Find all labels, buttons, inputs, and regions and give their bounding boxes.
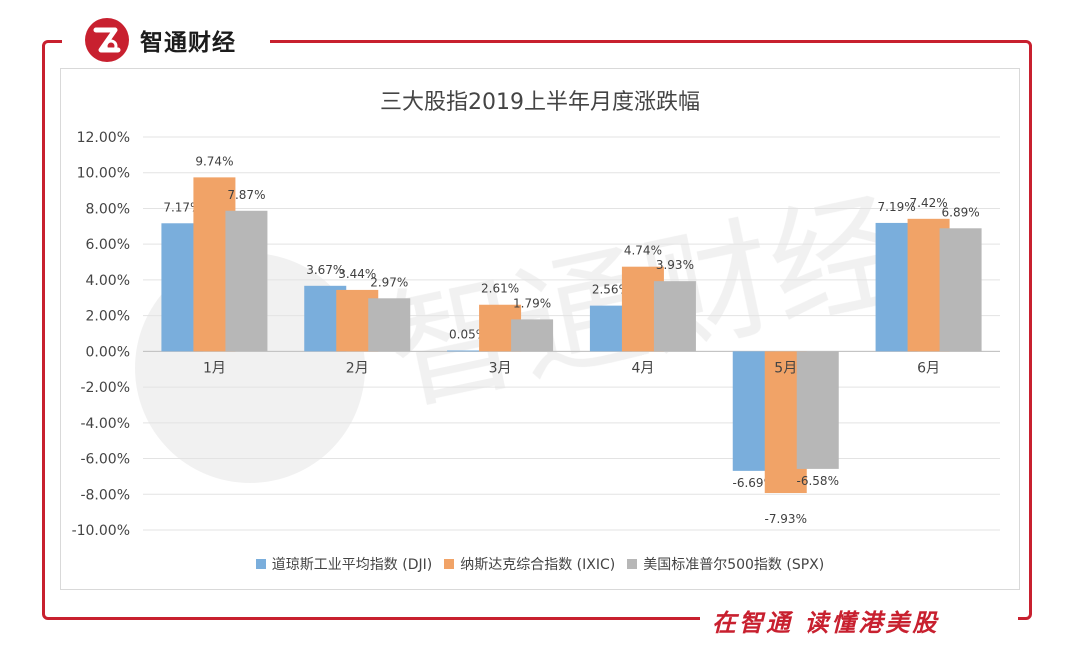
data-label: 6.89% [942, 205, 980, 219]
y-tick-label: -2.00% [80, 380, 130, 396]
page-frame [42, 40, 1032, 620]
x-category-label: 3月 [489, 360, 512, 376]
zhitong-logo-icon [85, 18, 129, 62]
y-tick-label: -6.00% [80, 452, 130, 468]
y-tick-label: -10.00% [72, 523, 130, 539]
bar-3 [511, 319, 554, 352]
bar-3 [368, 298, 411, 352]
x-category-label: 6月 [917, 360, 940, 376]
footer-slogan: 在智通 读懂港美股 [712, 609, 940, 637]
data-label: 7.17% [163, 200, 201, 214]
legend-item: 美国标准普尔500指数 (SPX) [627, 554, 824, 574]
legend-swatch [255, 559, 266, 569]
y-tick-label: 12.00% [77, 130, 130, 146]
y-tick-label: -4.00% [80, 416, 130, 432]
data-label: 4.74% [624, 244, 662, 258]
data-label: 2.56% [592, 283, 630, 297]
data-label: 3.44% [338, 267, 376, 281]
legend-item: 道琼斯工业平均指数 (DJI) [255, 554, 433, 574]
brand-name: 智通财经 [140, 30, 236, 56]
x-category-label: 5月 [774, 360, 797, 376]
data-label: 7.87% [227, 188, 265, 202]
data-label: 1.79% [513, 296, 551, 310]
bar-3 [939, 228, 982, 352]
y-tick-label: 2.00% [86, 309, 130, 325]
chart-legend: 道琼斯工业平均指数 (DJI) 纳斯达克综合指数 (IXIC) 美国标准普尔500指… [0, 554, 1080, 574]
data-label: 7.42% [910, 196, 948, 210]
legend-swatch [444, 559, 455, 569]
bar-3 [796, 351, 839, 469]
data-label: 2.61% [481, 282, 519, 296]
y-tick-label: 10.00% [77, 166, 130, 182]
bar-3 [653, 281, 696, 352]
bar-3 [225, 210, 268, 352]
x-category-label: 4月 [631, 360, 654, 376]
data-label: 3.67% [306, 263, 344, 277]
y-tick-label: 0.00% [86, 344, 130, 360]
x-category-label: 2月 [346, 360, 369, 376]
y-tick-label: 6.00% [86, 237, 130, 253]
data-label: 9.74% [195, 154, 233, 168]
y-tick-label: 4.00% [86, 273, 130, 289]
y-tick-label: -8.00% [80, 487, 130, 503]
data-label: 3.93% [656, 258, 694, 272]
legend-label: 道琼斯工业平均指数 (DJI) [271, 557, 433, 573]
x-category-label: 1月 [203, 360, 226, 376]
chart-title: 三大股指2019上半年月度涨跌幅 [380, 90, 700, 115]
data-label: 2.97% [370, 275, 408, 289]
slogan-mask [700, 600, 1018, 640]
y-tick-label: 8.00% [86, 201, 130, 217]
data-label: -6.69% [733, 476, 775, 490]
data-label: 0.05% [449, 327, 487, 341]
data-label: 7.19% [878, 200, 916, 214]
legend-item: 纳斯达克综合指数 (IXIC) [444, 554, 615, 574]
legend-swatch [627, 559, 638, 569]
bar-1 [447, 350, 490, 352]
legend-label: 纳斯达克综合指数 (IXIC) [460, 557, 616, 573]
data-label: -6.58% [797, 474, 839, 488]
legend-label: 美国标准普尔500指数 (SPX) [643, 557, 825, 573]
brand-header: 智通财经 [84, 16, 236, 64]
data-label: -7.93% [765, 512, 807, 526]
